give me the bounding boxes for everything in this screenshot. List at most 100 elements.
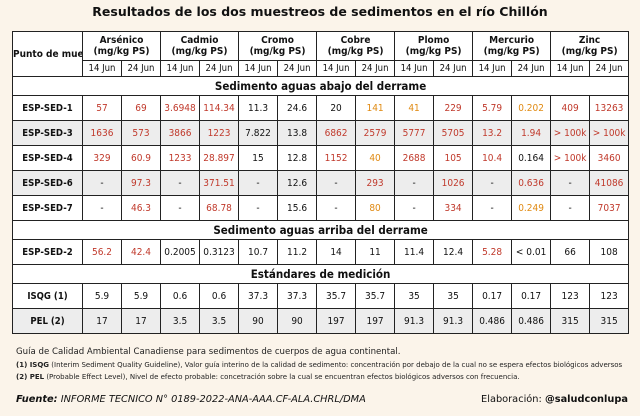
source-note: Fuente: INFORME TECNICO N° 0189-2022-ANA… bbox=[16, 394, 366, 405]
value-cell: 0.2005 bbox=[160, 239, 201, 265]
value-cell: 6862 bbox=[316, 120, 357, 146]
value-cell: 60.9 bbox=[120, 145, 162, 171]
site-cell: ISQG (1) bbox=[12, 283, 83, 309]
value-cell: 41086 bbox=[589, 170, 630, 196]
value-cell: 14 bbox=[316, 239, 357, 265]
site-cell: ESP-SED-3 bbox=[12, 120, 83, 146]
footnote-pel-label: (2) PEL bbox=[16, 373, 45, 381]
value-cell: 10.7 bbox=[238, 239, 279, 265]
metal-header-5: Mercurio (mg/kg PS) bbox=[472, 31, 552, 61]
value-cell: 0.202 bbox=[511, 95, 552, 121]
date-header: 24 Jun bbox=[511, 60, 552, 77]
table-row: ESP-SED-2 56.2 42.4 0.2005 0.3123 10.7 11.2 14 1… bbox=[12, 239, 630, 265]
value-cell: 90 bbox=[277, 308, 318, 334]
date-header: 14 Jun bbox=[316, 60, 357, 77]
metal-unit: (mg/kg PS) bbox=[483, 46, 540, 57]
value-cell: 0.164 bbox=[511, 145, 552, 171]
value-cell: 315 bbox=[550, 308, 591, 334]
value-cell: 5.9 bbox=[82, 283, 122, 309]
table-row: PEL (2) 17 17 3.5 3.5 90 90 197 197 91.3 91.3 0.486… bbox=[12, 308, 630, 334]
value-cell: 17 bbox=[82, 308, 122, 334]
value-cell: - bbox=[472, 195, 513, 221]
header-row-metals: Punto de muestreoArsénico(mg/kg PS)Cadmi… bbox=[12, 31, 630, 77]
date-header: 24 Jun bbox=[277, 60, 318, 77]
value-cell: - bbox=[316, 195, 357, 221]
value-cell: 229 bbox=[433, 95, 474, 121]
metal-name: Arsénico bbox=[99, 35, 144, 46]
value-cell: 12.4 bbox=[433, 239, 474, 265]
value-cell: 2579 bbox=[355, 120, 396, 146]
value-cell: 0.17 bbox=[511, 283, 552, 309]
value-cell: 2688 bbox=[394, 145, 435, 171]
metal-name: Cobre bbox=[340, 35, 371, 46]
value-cell: - bbox=[160, 170, 201, 196]
value-cell: 0.3123 bbox=[199, 239, 240, 265]
value-cell: 35 bbox=[394, 283, 435, 309]
value-cell: 5.79 bbox=[472, 95, 513, 121]
value-cell: 11.2 bbox=[277, 239, 318, 265]
value-cell: 57 bbox=[82, 95, 122, 121]
metal-name: Mercurio bbox=[489, 35, 535, 46]
value-cell: 68.78 bbox=[199, 195, 240, 221]
value-cell: 35.7 bbox=[316, 283, 357, 309]
value-cell: 0.486 bbox=[511, 308, 552, 334]
value-cell: 3.5 bbox=[199, 308, 240, 334]
date-header: 14 Jun bbox=[394, 60, 435, 77]
footnote-isqg-label: (1) ISQG bbox=[16, 360, 50, 369]
value-cell: 5.28 bbox=[472, 239, 513, 265]
value-cell: - bbox=[472, 170, 513, 196]
section-header-row: Sedimento aguas abajo del derrame bbox=[11, 76, 630, 96]
value-cell: 97.3 bbox=[120, 170, 162, 196]
value-cell: 12.8 bbox=[277, 145, 318, 171]
value-cell: 91.3 bbox=[394, 308, 435, 334]
metal-unit: (mg/kg PS) bbox=[561, 46, 618, 57]
value-cell: 1233 bbox=[160, 145, 201, 171]
credit-note: Elaboración: @saludconlupa bbox=[481, 394, 628, 405]
value-cell: - bbox=[238, 170, 279, 196]
value-cell: 0.17 bbox=[472, 283, 513, 309]
value-cell: 11.3 bbox=[238, 95, 279, 121]
date-header: 24 Jun bbox=[433, 60, 474, 77]
value-cell: 40 bbox=[355, 145, 396, 171]
value-cell: 0.6 bbox=[199, 283, 240, 309]
value-cell: 0.486 bbox=[472, 308, 513, 334]
site-cell: ESP-SED-6 bbox=[12, 170, 83, 196]
section-title: Sedimento aguas abajo del derrame bbox=[11, 76, 630, 96]
value-cell: 11 bbox=[355, 239, 396, 265]
date-header: 24 Jun bbox=[199, 60, 240, 77]
value-cell: 293 bbox=[355, 170, 396, 196]
value-cell: 80 bbox=[355, 195, 396, 221]
site-column-label: Punto de muestreo bbox=[13, 48, 82, 60]
date-header: 24 Jun bbox=[589, 60, 630, 77]
value-cell: 66 bbox=[550, 239, 591, 265]
table-row: ESP-SED-1 57 69 3.6948 114.34 11.3 24.6 20 141 41… bbox=[12, 95, 630, 121]
date-header: 24 Jun bbox=[355, 60, 396, 77]
metal-name: Cromo bbox=[261, 35, 294, 46]
value-cell: 13.8 bbox=[277, 120, 318, 146]
value-cell: 11.4 bbox=[394, 239, 435, 265]
site-cell: ESP-SED-7 bbox=[12, 195, 83, 221]
value-cell: 46.3 bbox=[120, 195, 162, 221]
value-cell: 1636 bbox=[82, 120, 122, 146]
value-cell: 69 bbox=[120, 95, 162, 121]
value-cell: 334 bbox=[433, 195, 474, 221]
section-title: Sedimento aguas arriba del derrame bbox=[11, 220, 630, 240]
section-header-row: Estándares de medición bbox=[11, 264, 630, 284]
footnote-isqg: (1) ISQG (Interim Sediment Quality Guide… bbox=[16, 359, 626, 372]
site-column-header: Punto de muestreo bbox=[12, 31, 83, 77]
value-cell: 24.6 bbox=[277, 95, 318, 121]
table-row: ESP-SED-6-97.3-371.51-12.6-293-1026-0.63… bbox=[12, 170, 630, 196]
value-cell: 37.3 bbox=[277, 283, 318, 309]
footnotes: Guía de Calidad Ambiental Canadiense par… bbox=[16, 346, 626, 384]
value-cell: 37.3 bbox=[238, 283, 279, 309]
value-cell: 123 bbox=[550, 283, 591, 309]
section-header-row: Sedimento aguas arriba del derrame bbox=[11, 220, 630, 240]
value-cell: 123 bbox=[589, 283, 630, 309]
footnote-pel: (2) PEL (Probable Effect Level), Nivel d… bbox=[16, 371, 626, 384]
site-cell: PEL (2) bbox=[12, 308, 83, 334]
value-cell: 1.94 bbox=[511, 120, 552, 146]
value-cell: 1152 bbox=[316, 145, 357, 171]
value-cell: 141 bbox=[355, 95, 396, 121]
value-cell: 17 bbox=[120, 308, 162, 334]
value-cell: 114.34 bbox=[199, 95, 240, 121]
